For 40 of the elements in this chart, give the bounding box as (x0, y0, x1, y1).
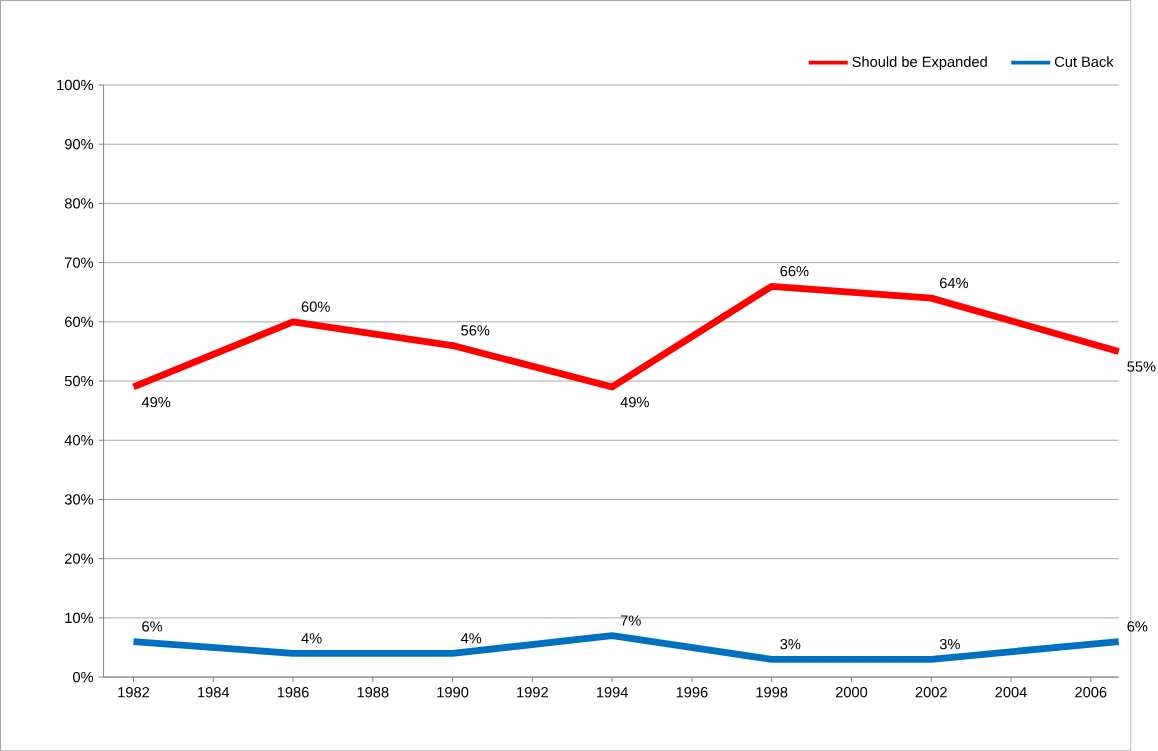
data-label: 3% (780, 638, 801, 650)
x-tick-label: 1986 (277, 686, 309, 698)
x-tick-label: 2002 (915, 686, 947, 698)
data-label: 60% (301, 301, 330, 312)
data-label: 55% (1127, 361, 1156, 372)
y-tick-label: 60% (65, 316, 94, 327)
data-label: 4% (460, 633, 482, 644)
legend-label: Cut Back (1054, 56, 1114, 67)
y-tick-label: 10% (65, 612, 94, 623)
y-tick-label: 100% (57, 79, 94, 90)
y-tick-label: 80% (64, 198, 94, 209)
data-label: 6% (1127, 621, 1148, 632)
y-tick-label: 50% (64, 375, 94, 387)
x-tick-label: 1984 (198, 686, 230, 698)
y-tick-label: 40% (64, 434, 94, 446)
data-label: 49% (141, 396, 171, 408)
data-label: 6% (142, 621, 163, 632)
x-tick-label: 1990 (437, 686, 469, 698)
data-label: 56% (461, 325, 490, 336)
x-tick-label: 2000 (835, 686, 868, 698)
data-label: 64% (940, 277, 969, 288)
y-tick-label: 70% (65, 257, 94, 268)
data-label: 3% (939, 638, 960, 650)
y-tick-label: 20% (65, 553, 94, 564)
x-tick-label: 1998 (756, 686, 788, 698)
x-tick-label: 1996 (676, 686, 708, 698)
data-label: 4% (301, 633, 322, 644)
x-tick-label: 1982 (118, 686, 150, 698)
data-label: 66% (780, 265, 809, 277)
legend-label: Should be Expanded (852, 56, 987, 70)
x-tick-label: 2006 (1075, 686, 1107, 698)
x-tick-label: 2004 (995, 686, 1027, 698)
x-tick-label: 1992 (517, 686, 548, 698)
x-tick-label: 1988 (357, 686, 389, 698)
y-tick-label: 30% (64, 494, 94, 505)
x-tick-label: 1994 (596, 686, 629, 698)
data-label: 49% (620, 396, 649, 408)
y-tick-label: 0% (73, 671, 94, 683)
data-label: 7% (620, 615, 641, 626)
y-tick-label: 90% (64, 138, 94, 150)
